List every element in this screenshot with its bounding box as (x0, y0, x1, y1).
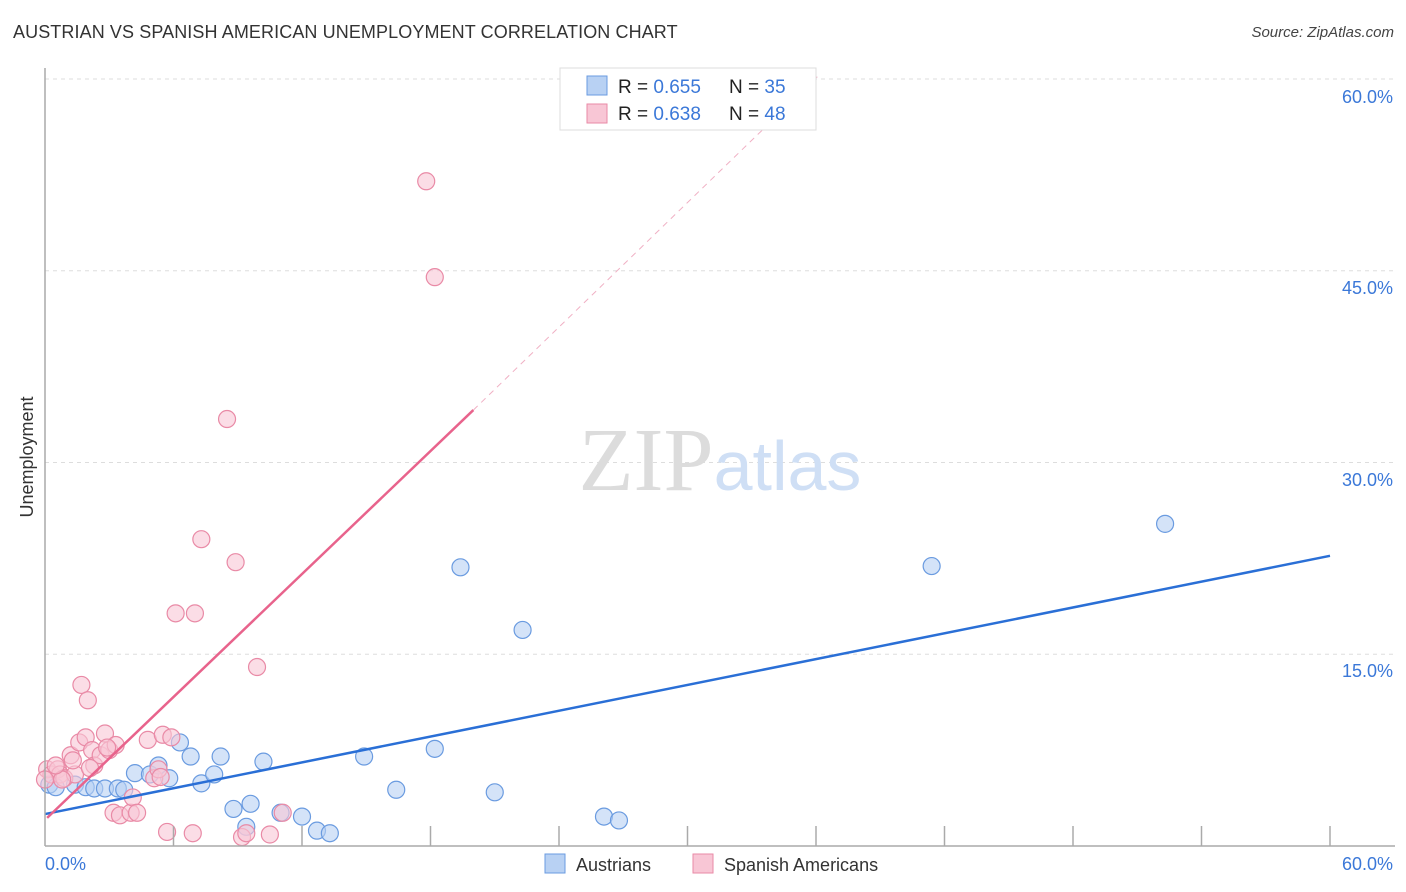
point-spanish-americans (425, 268, 444, 287)
point-austrians (211, 747, 230, 766)
svg-text:R = 0.655: R = 0.655 (618, 77, 701, 98)
y-tick-label-15: 15.0% (1342, 661, 1393, 681)
point-austrians (451, 558, 470, 577)
point-austrians (513, 620, 532, 640)
point-austrians (485, 783, 504, 802)
r-value-spanish: 0.638 (653, 104, 701, 125)
point-austrians (425, 739, 444, 758)
point-austrians (125, 764, 145, 783)
point-austrians (320, 824, 339, 843)
point-austrians (355, 747, 374, 766)
point-austrians (594, 807, 614, 826)
point-spanish-americans (127, 803, 147, 822)
point-spanish-americans (46, 756, 65, 775)
point-spanish-americans (273, 803, 292, 822)
point-spanish-americans (260, 825, 279, 844)
svg-text:N = 35: N = 35 (729, 77, 786, 98)
point-spanish-americans (157, 822, 177, 842)
legend-label-spanish: Spanish Americans (724, 855, 878, 875)
point-spanish-americans (417, 172, 436, 191)
point-spanish-americans (78, 691, 97, 710)
point-spanish-americans (98, 738, 117, 757)
stats-legend: R = 0.655 N = 35 R = 0.638 N = 48 (559, 67, 817, 131)
point-spanish-americans (185, 604, 205, 623)
point-austrians (1155, 514, 1175, 533)
legend-swatch-spanish (586, 103, 608, 124)
point-spanish-americans (192, 530, 211, 549)
point-austrians (292, 807, 312, 826)
watermark: ZIPatlas (579, 411, 862, 510)
trendline-extension-spanish-americans (472, 73, 821, 411)
point-austrians (241, 794, 260, 813)
point-austrians (922, 556, 941, 576)
point-spanish-americans (151, 767, 170, 787)
point-spanish-americans (72, 675, 91, 695)
point-spanish-americans (217, 409, 237, 429)
x-tick-label-0: 0.0% (45, 854, 86, 874)
legend-swatch-austrians-bottom (544, 853, 566, 874)
n-value-austrians: 35 (764, 77, 785, 98)
point-austrians (609, 811, 629, 830)
point-spanish-americans (80, 758, 100, 778)
trendline-austrians (44, 554, 1331, 816)
point-spanish-americans (63, 751, 82, 770)
legend-swatch-austrians (586, 75, 608, 96)
point-spanish-americans (183, 824, 202, 843)
point-spanish-americans (166, 604, 185, 623)
point-austrians (387, 780, 406, 799)
n-value-spanish: 48 (764, 104, 785, 125)
y-tick-label-60: 60.0% (1342, 87, 1393, 107)
x-tick-label-60: 60.0% (1342, 854, 1393, 874)
y-axis-label: Unemployment (17, 396, 37, 517)
svg-text:N = 48: N = 48 (729, 104, 786, 125)
legend-label-austrians: Austrians (576, 855, 651, 875)
trendline-spanish-americans (46, 409, 475, 819)
chart-source: Source: ZipAtlas.com (1251, 24, 1394, 41)
point-spanish-americans (162, 728, 181, 747)
point-spanish-americans (237, 824, 256, 843)
point-austrians (254, 752, 273, 771)
chart-title: AUSTRIAN VS SPANISH AMERICAN UNEMPLOYMEN… (13, 22, 678, 42)
point-spanish-americans (247, 657, 267, 677)
y-tick-label-30: 30.0% (1342, 470, 1393, 490)
y-tick-label-45: 45.0% (1342, 278, 1393, 298)
legend-swatch-spanish-bottom (692, 853, 714, 874)
bottom-legend: Austrians Spanish Americans (544, 853, 878, 875)
point-spanish-americans (226, 553, 245, 572)
point-austrians (224, 799, 243, 819)
point-austrians (181, 747, 200, 766)
svg-text:R = 0.638: R = 0.638 (618, 104, 701, 125)
r-value-austrians: 0.655 (653, 77, 701, 98)
